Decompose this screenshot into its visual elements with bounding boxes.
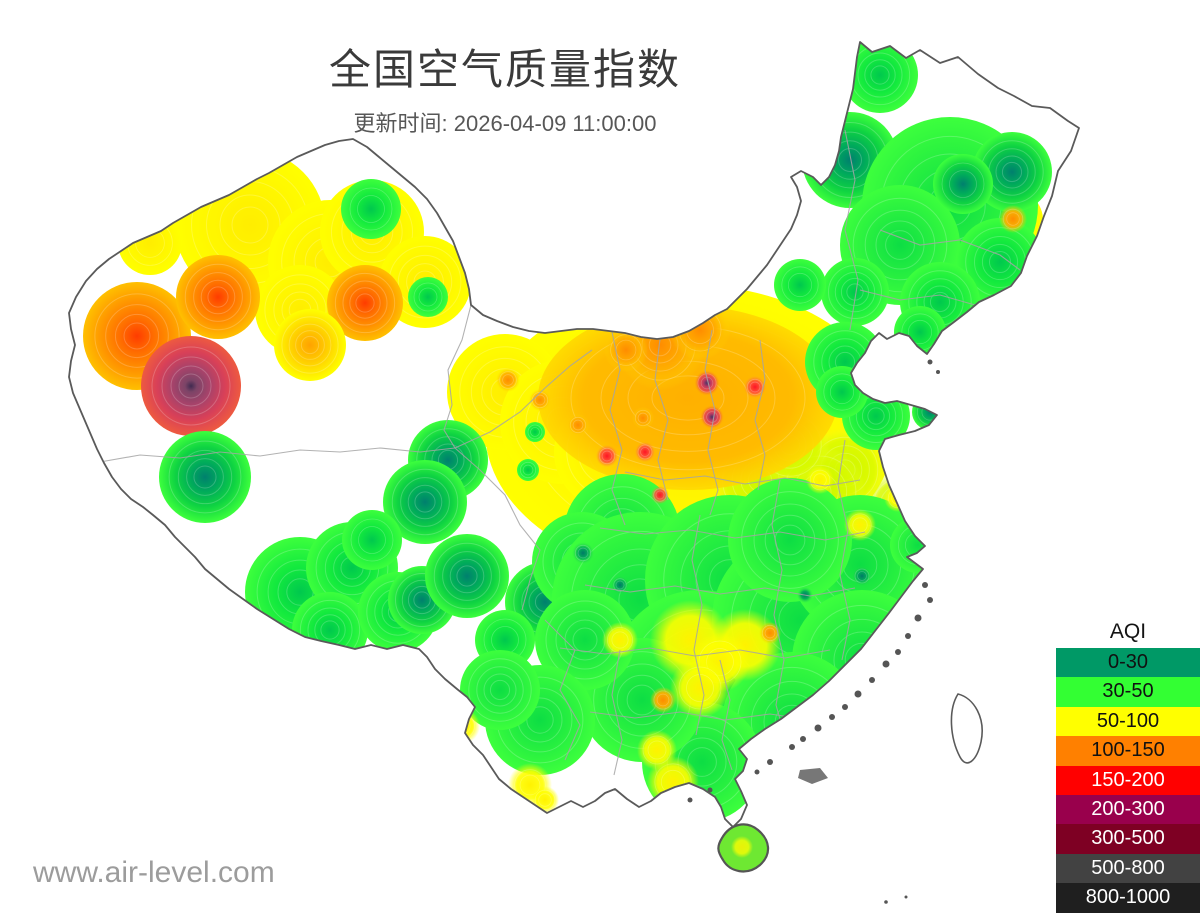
legend-title: AQI — [1109, 620, 1147, 643]
legend-item: 0-30 — [1056, 648, 1200, 678]
aqi-legend: AQI 0-30 30-50 50-100 100-150 150-200 200-300… — [1056, 616, 1200, 913]
taiwan-island — [950, 693, 983, 764]
legend-item: 500-800 — [1056, 853, 1200, 884]
national-border — [68, 41, 1080, 828]
page-title: 全国空气质量指数 — [328, 46, 681, 93]
legend-item: 100-150 — [1056, 736, 1200, 766]
legend-items: 0-30 30-50 50-100 100-150 150-200 200-300 300-… — [1056, 648, 1200, 913]
coastal-islands — [687, 359, 940, 904]
legend-item: 200-300 — [1056, 794, 1200, 825]
heatmap-blobs — [83, 42, 1052, 822]
pearl-delta-patch — [798, 768, 828, 784]
legend-item: 150-200 — [1056, 765, 1200, 795]
province-borders — [99, 129, 1021, 776]
legend-item: 50-100 — [1056, 706, 1200, 737]
legend-item: 30-50 — [1056, 677, 1200, 707]
watermark: www.air-level.com — [33, 856, 275, 889]
update-time: 更新时间: 2026-04-09 11:00:00 — [353, 111, 657, 136]
legend-item: 800-1000 — [1056, 883, 1200, 913]
legend-item: 300-500 — [1056, 824, 1200, 854]
